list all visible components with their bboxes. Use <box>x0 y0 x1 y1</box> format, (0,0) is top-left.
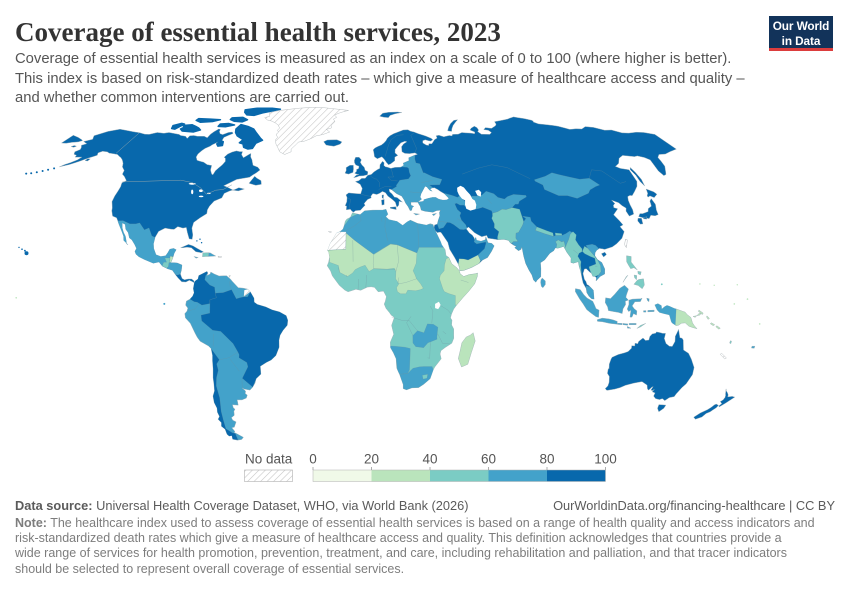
svg-text:100: 100 <box>594 452 617 467</box>
svg-text:0: 0 <box>309 452 317 467</box>
svg-text:40: 40 <box>422 452 437 467</box>
svg-text:No data: No data <box>245 452 293 467</box>
svg-text:20: 20 <box>364 452 379 467</box>
svg-text:80: 80 <box>539 452 554 467</box>
svg-text:60: 60 <box>481 452 496 467</box>
